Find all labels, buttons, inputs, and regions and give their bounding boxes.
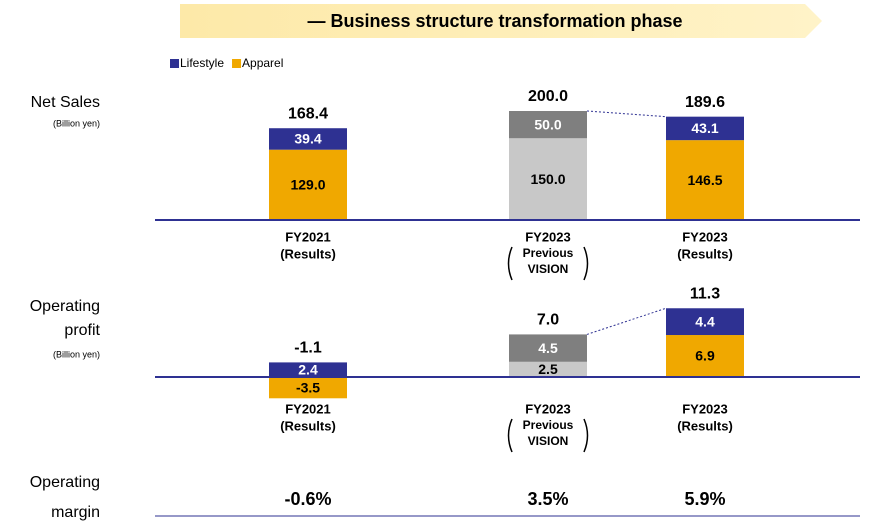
category-label: (Results) (677, 418, 733, 433)
bar-segment (509, 334, 587, 362)
data-label: 39.4 (294, 131, 321, 147)
bar-segment (269, 128, 347, 150)
banner-text: — Business structure transformation phas… (307, 11, 682, 31)
bar-segment (269, 362, 347, 377)
bracket (507, 246, 513, 281)
row-label: profit (64, 322, 100, 339)
legend-label: Lifestyle (180, 56, 224, 70)
data-label: 129.0 (290, 177, 325, 193)
bar-segment (509, 111, 587, 139)
category-label: FY2023 (682, 401, 728, 416)
legend-swatch (232, 59, 242, 68)
data-label: 50.0 (534, 116, 561, 132)
category-label: (Results) (677, 246, 733, 261)
row-label: margin (51, 504, 100, 521)
bracket (583, 246, 589, 281)
bracket (583, 418, 589, 453)
connector (586, 110, 667, 118)
bar-segment (666, 116, 744, 141)
data-label: 4.5 (538, 340, 558, 356)
connector (586, 307, 667, 335)
category-label: VISION (528, 434, 569, 448)
bar-segment (269, 149, 347, 220)
margin-value: -0.6% (284, 489, 331, 509)
bracket (507, 418, 513, 453)
bar-segment (666, 140, 744, 220)
category-label: FY2021 (285, 229, 331, 244)
total-label: 7.0 (537, 312, 559, 329)
row-label: Operating (30, 298, 100, 315)
category-label: FY2021 (285, 401, 331, 416)
row-label: Operating (30, 474, 100, 491)
data-label: 43.1 (691, 120, 718, 136)
category-label: VISION (528, 262, 569, 276)
total-label: 189.6 (685, 94, 725, 111)
banner-arrow (180, 4, 822, 38)
data-label: 146.5 (687, 172, 722, 188)
category-label: Previous (523, 418, 574, 432)
unit-label: (Billion yen) (53, 349, 100, 359)
bar-segment (269, 377, 347, 399)
bar-segment (509, 138, 587, 220)
total-label: 11.3 (690, 285, 720, 302)
data-label: -3.5 (296, 379, 320, 395)
data-label: 4.4 (695, 313, 715, 329)
category-label: (Results) (280, 246, 336, 261)
margin-value: 5.9% (684, 489, 725, 509)
category-label: FY2023 (525, 401, 571, 416)
bar-segment (509, 361, 587, 377)
category-label: (Results) (280, 418, 336, 433)
category-label: FY2023 (525, 229, 571, 244)
unit-label: (Billion yen) (53, 118, 100, 128)
data-label: 2.5 (538, 361, 558, 377)
total-label: 200.0 (528, 88, 568, 105)
data-label: 2.4 (298, 361, 318, 377)
category-label: Previous (523, 246, 574, 260)
legend-swatch (170, 59, 179, 68)
legend-label: Apparel (242, 56, 283, 70)
data-label: 150.0 (530, 171, 565, 187)
row-label: Net Sales (31, 94, 100, 111)
bar-segment (666, 335, 744, 377)
bar-segment (666, 308, 744, 336)
category-label: FY2023 (682, 229, 728, 244)
total-label: 168.4 (288, 105, 328, 122)
margin-value: 3.5% (527, 489, 568, 509)
total-label: -1.1 (294, 340, 322, 357)
data-label: 6.9 (695, 348, 715, 364)
